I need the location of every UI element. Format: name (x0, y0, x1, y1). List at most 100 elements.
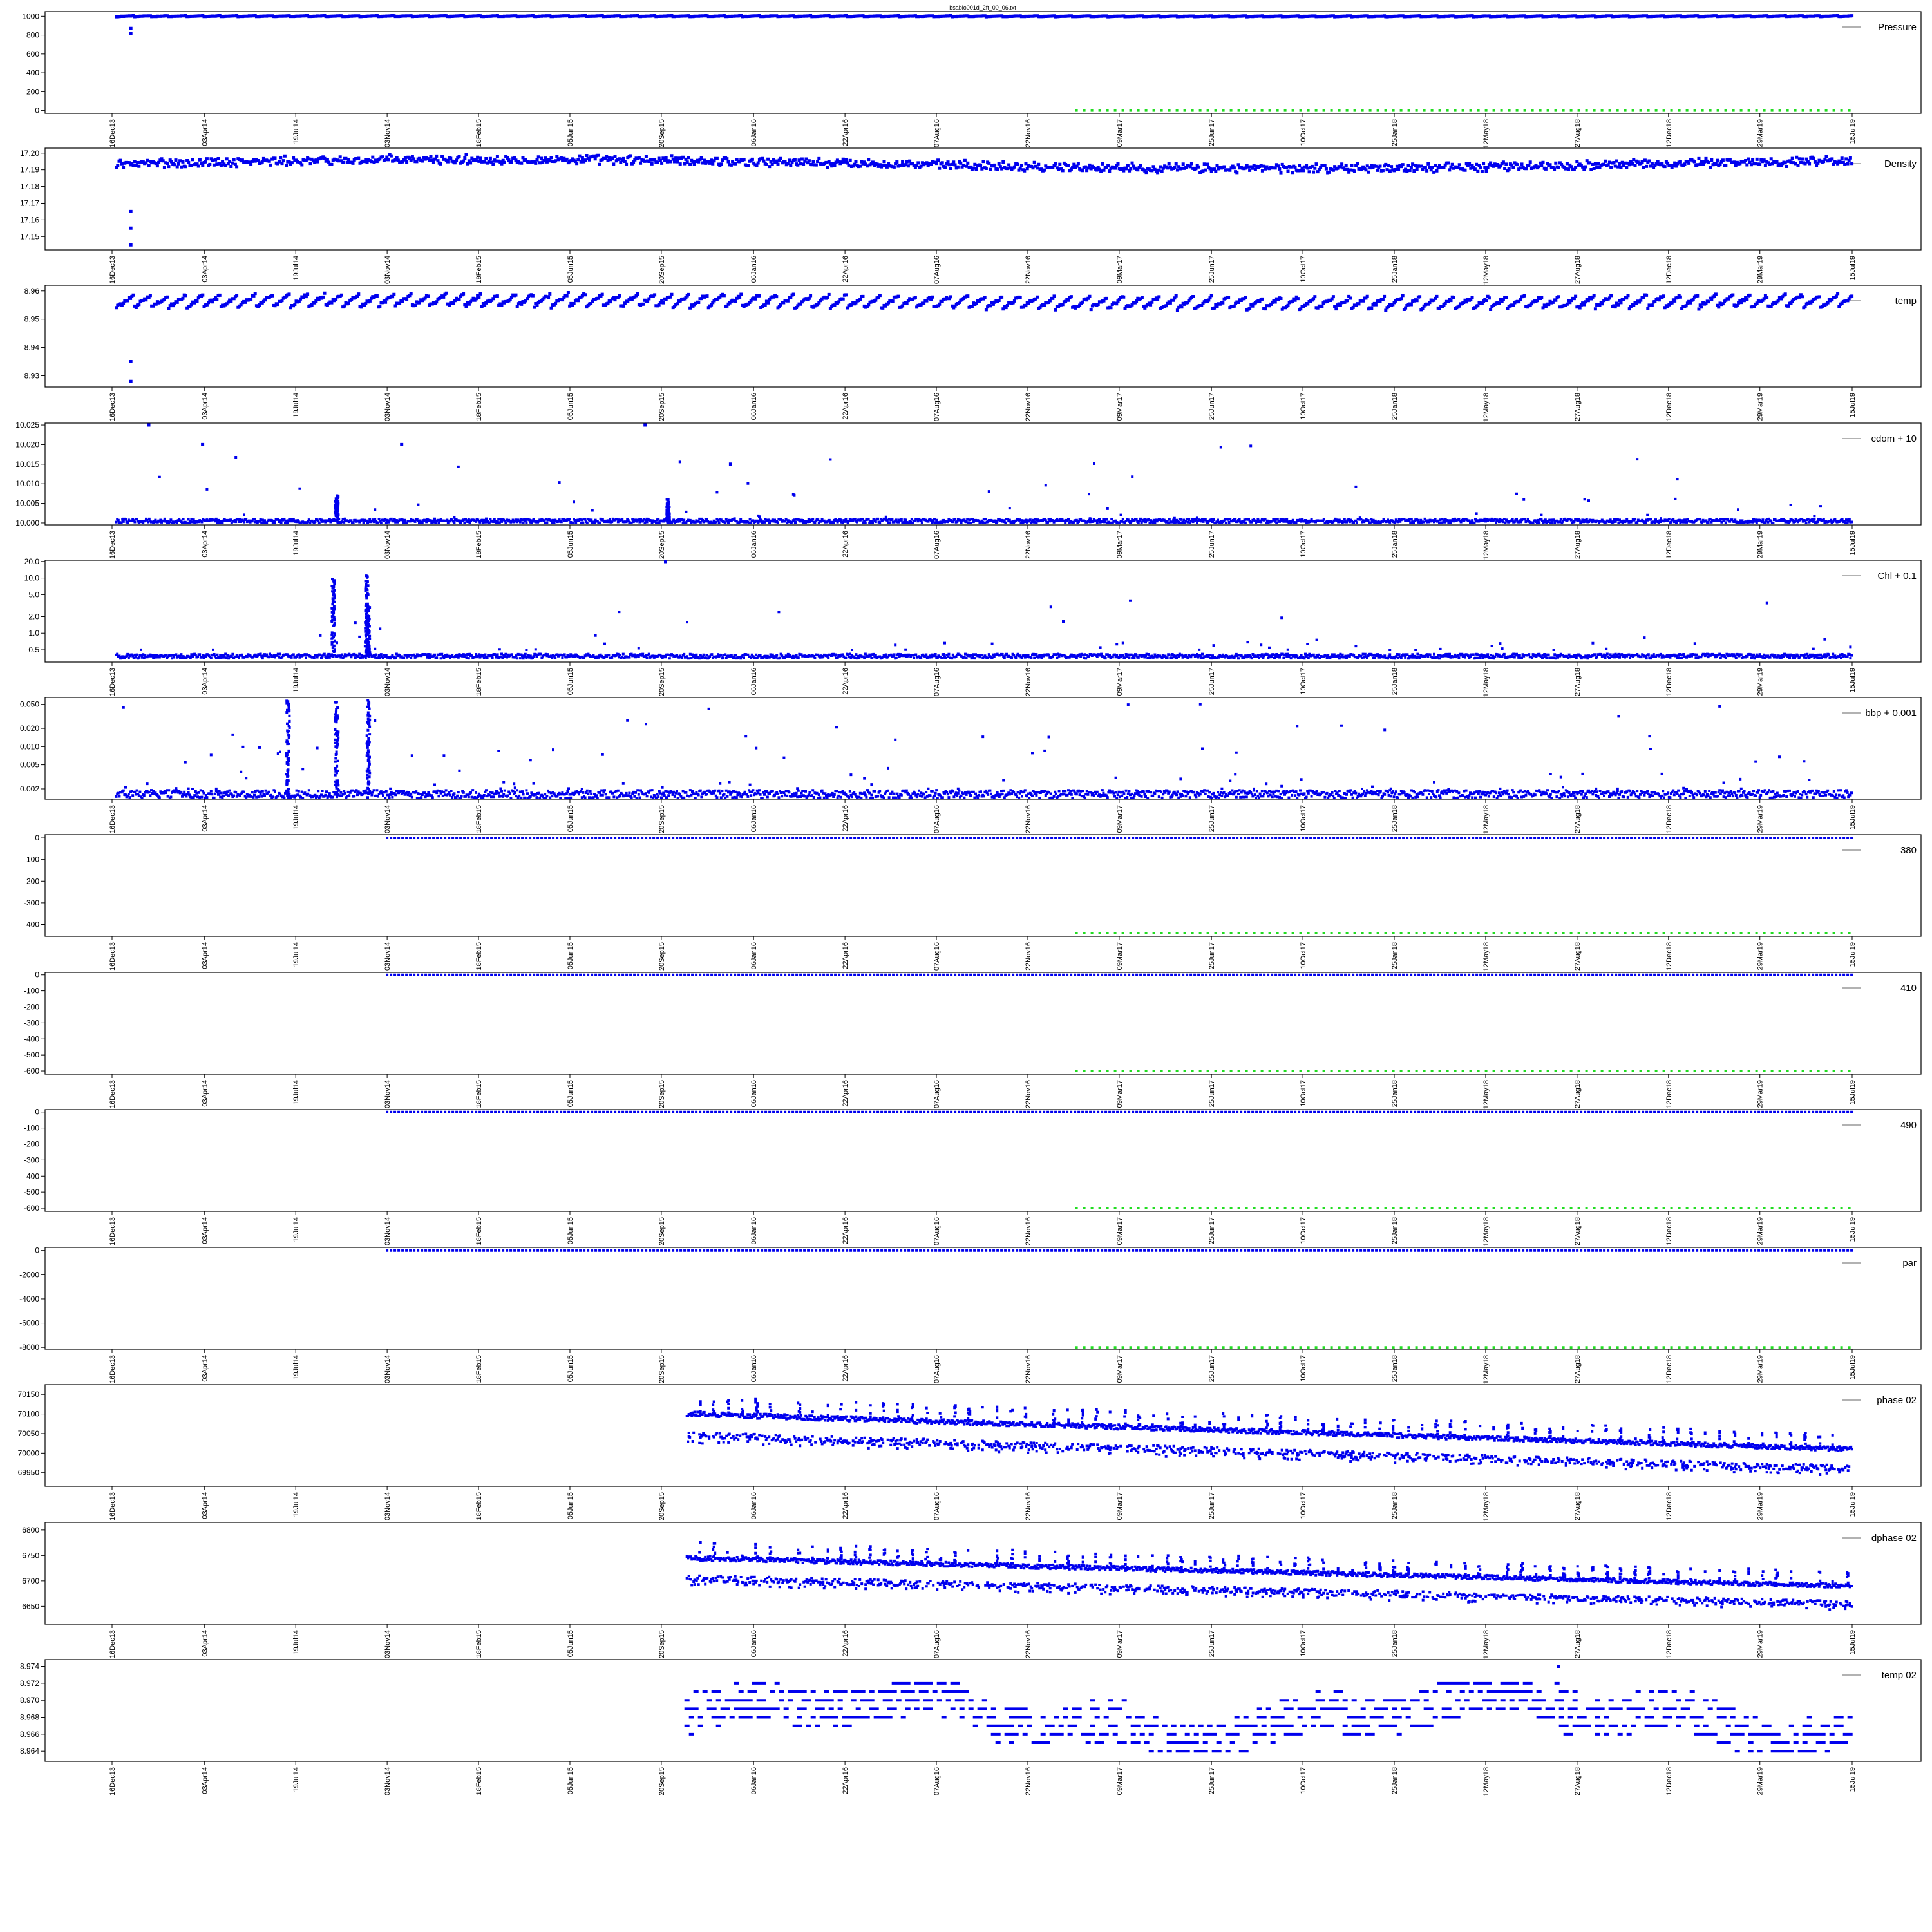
x-tick-label: 12May18 (1482, 531, 1490, 560)
y-tick-label: 17.17 (20, 198, 39, 207)
x-tick-label: 22Apr16 (842, 668, 849, 695)
y-tick-label: 0.005 (20, 761, 39, 770)
y-tick-label: 0 (35, 833, 39, 842)
x-tick-label: 27Aug18 (1574, 1767, 1582, 1795)
x-tick-label: 03Apr14 (201, 1217, 209, 1244)
x-tick-label: 15Jul19 (1849, 393, 1857, 418)
panel-dphase-02: 6650 6700 6750 6800 16Dec13 03Apr14 19Jul14 03N… (22, 1522, 1922, 1659)
x-tick-label: 03Apr14 (201, 1355, 209, 1382)
x-tick-label: 06Jan16 (750, 805, 758, 832)
y-tick-label: 8.964 (20, 1747, 39, 1756)
x-tick-label: 03Nov14 (384, 393, 392, 421)
x-tick-label: 29Mar19 (1757, 393, 1765, 421)
x-tick-label: 18Feb15 (475, 119, 483, 147)
x-tick-label: 16Dec13 (109, 119, 117, 147)
x-tick-label: 05Jun15 (567, 942, 574, 969)
x-tick-label: 12May18 (1482, 1217, 1490, 1246)
x-tick-label: 22Apr16 (842, 531, 849, 558)
legend-label: dphase 02 (1871, 1533, 1917, 1544)
x-tick-label: 12May18 (1482, 119, 1490, 148)
x-tick-label: 27Aug18 (1574, 1217, 1582, 1245)
y-tick-label: 1000 (22, 12, 39, 21)
x-tick-label: 03Apr14 (201, 942, 209, 969)
y-tick-label: 17.18 (20, 182, 39, 191)
x-tick-label: 27Aug18 (1574, 531, 1582, 559)
x-tick-label: 03Nov14 (384, 1355, 392, 1383)
y-tick-label: 0.002 (20, 784, 39, 793)
x-tick-label: 10Oct17 (1300, 668, 1307, 695)
x-tick-label: 03Apr14 (201, 668, 209, 695)
x-tick-label: 10Oct17 (1300, 1080, 1307, 1107)
legend-label: Chl + 0.1 (1878, 571, 1917, 582)
x-tick-label: 07Aug16 (933, 531, 941, 559)
x-tick-label: 12May18 (1482, 1492, 1490, 1521)
y-tick-label: 8.966 (20, 1730, 39, 1739)
x-tick-label: 12May18 (1482, 1355, 1490, 1384)
x-tick-label: 09Mar17 (1116, 119, 1124, 147)
x-tick-label: 15Jul19 (1849, 1492, 1857, 1517)
y-tick-label: 8.96 (24, 287, 40, 296)
plot-frame (44, 285, 1922, 388)
x-tick-label: 25Jun17 (1208, 1080, 1216, 1107)
x-tick-label: 22Nov16 (1025, 1767, 1032, 1795)
y-tick-label: -8000 (19, 1343, 39, 1352)
x-tick-label: 03Nov14 (384, 256, 392, 284)
x-tick-label: 03Apr14 (201, 1630, 209, 1657)
x-tick-label: 07Aug16 (933, 1080, 941, 1108)
y-tick-label: -400 (24, 920, 39, 929)
y-tick-label: 8.95 (24, 315, 40, 324)
plot-frame (44, 1384, 1922, 1487)
x-tick-label: 05Jun15 (567, 1217, 574, 1244)
x-tick-label: 25Jun17 (1208, 1355, 1216, 1382)
x-tick-label: 05Jun15 (567, 256, 574, 283)
x-tick-label: 25Jan18 (1391, 256, 1399, 283)
x-tick-label: 06Jan16 (750, 1492, 758, 1519)
x-tick-label: 29Mar19 (1757, 942, 1765, 970)
y-tick-label: 6750 (22, 1551, 39, 1560)
y-tick-label: 0 (35, 106, 39, 115)
x-tick-label: 15Jul19 (1849, 531, 1857, 556)
x-tick-label: 03Nov14 (384, 531, 392, 559)
y-tick-label: 5.0 (28, 590, 39, 599)
x-tick-label: 12Dec18 (1665, 942, 1673, 971)
x-tick-label: 29Mar19 (1757, 531, 1765, 558)
legend-label: 410 (1900, 983, 1917, 994)
y-tick-label: 0.050 (20, 700, 39, 709)
y-tick-label: -600 (24, 1066, 39, 1075)
x-tick-label: 25Jan18 (1391, 668, 1399, 695)
panel-cdom-10: 10.000 10.005 10.010 10.015 10.020 10.025 16De… (15, 421, 1922, 560)
x-tick-label: 12Dec18 (1665, 1767, 1673, 1795)
x-tick-label: 05Jun15 (567, 1767, 574, 1794)
x-tick-label: 05Jun15 (567, 393, 574, 420)
y-tick-label: 10.020 (15, 440, 39, 449)
x-tick-label: 09Mar17 (1116, 1217, 1124, 1245)
x-tick-label: 29Mar19 (1757, 805, 1765, 833)
y-tick-label: -100 (24, 987, 39, 996)
y-tick-label: 200 (26, 87, 39, 96)
flag-marks (1075, 109, 1851, 112)
y-tick-label: 6650 (22, 1602, 39, 1611)
x-tick-label: 22Nov16 (1025, 119, 1032, 147)
x-tick-label: 22Nov16 (1025, 531, 1032, 559)
x-tick-label: 18Feb15 (475, 1080, 483, 1108)
x-tick-label: 25Jan18 (1391, 805, 1399, 832)
x-tick-label: 18Feb15 (475, 942, 483, 970)
x-tick-label: 09Mar17 (1116, 1355, 1124, 1383)
y-tick-label: -300 (24, 1018, 39, 1027)
x-tick-label: 22Apr16 (842, 256, 849, 283)
y-tick-label: 0.5 (28, 645, 39, 654)
x-tick-label: 19Jul14 (292, 942, 300, 967)
x-tick-label: 25Jan18 (1391, 942, 1399, 969)
x-tick-label: 10Oct17 (1300, 1217, 1307, 1244)
x-tick-label: 25Jan18 (1391, 1217, 1399, 1244)
x-tick-label: 15Jul19 (1849, 119, 1857, 144)
x-tick-label: 27Aug18 (1574, 668, 1582, 696)
x-tick-label: 27Aug18 (1574, 393, 1582, 421)
y-tick-label: 10.0 (24, 574, 40, 583)
x-tick-label: 12May18 (1482, 1630, 1490, 1659)
y-tick-label: 17.15 (20, 232, 39, 241)
x-tick-label: 22Nov16 (1025, 668, 1032, 696)
y-tick-label: 10.000 (15, 518, 39, 527)
